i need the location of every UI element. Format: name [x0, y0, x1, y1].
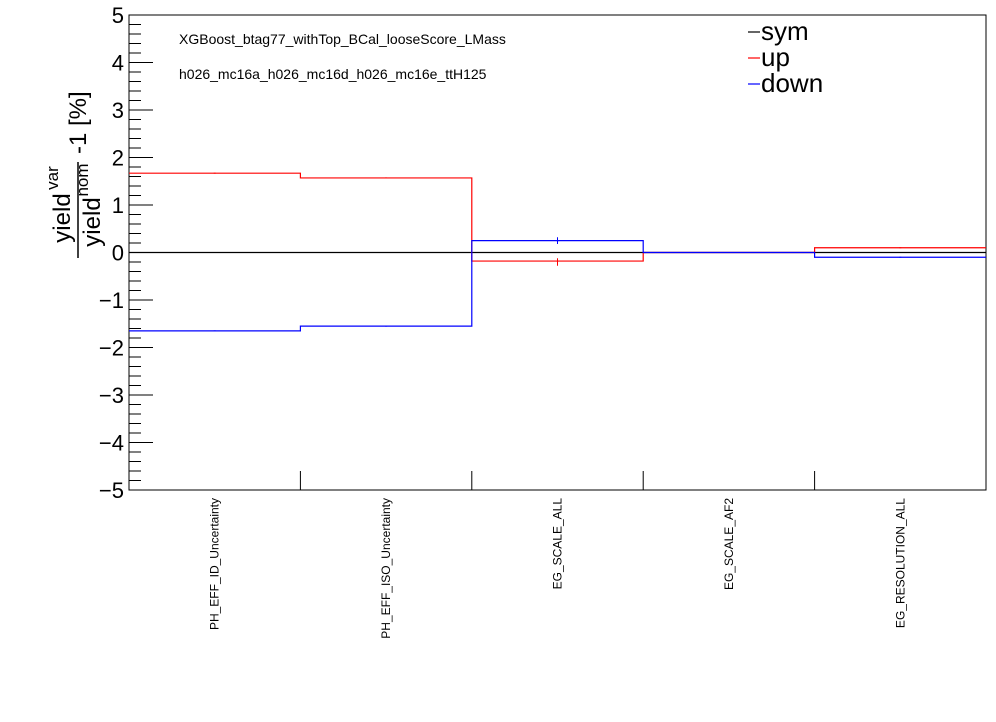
- y-axis-label-numerator: yield: [49, 193, 76, 242]
- x-category-label: EG_SCALE_ALL: [551, 498, 565, 590]
- y-tick-label: 2: [112, 146, 124, 171]
- y-tick-label: 1: [112, 193, 124, 218]
- y-tick-label: −1: [99, 288, 124, 313]
- y-axis-label-denominator: yield: [79, 197, 106, 246]
- y-tick-label: −2: [99, 336, 124, 361]
- y-tick-label: 4: [112, 51, 124, 76]
- legend-label-down: down: [761, 68, 823, 98]
- y-tick-label: 5: [112, 3, 124, 28]
- series-line-down: [129, 241, 986, 331]
- y-axis-label-suffix: -1 [%]: [65, 91, 92, 154]
- y-tick-label: 3: [112, 98, 124, 123]
- annotation-selection: XGBoost_btag77_withTop_BCal_looseScore_L…: [179, 31, 506, 47]
- y-tick-label: −4: [99, 431, 124, 456]
- series-line-up: [129, 173, 986, 261]
- x-category-label: EG_SCALE_AF2: [722, 498, 736, 590]
- y-axis-label-denominator-sup: nom: [73, 163, 92, 196]
- y-tick-label: 0: [112, 241, 124, 266]
- x-category-label: EG_RESOLUTION_ALL: [893, 498, 907, 628]
- y-axis-label-numerator-sup: var: [43, 166, 62, 190]
- x-category-label: PH_EFF_ISO_Uncertainty: [379, 498, 393, 639]
- y-tick-label: −3: [99, 383, 124, 408]
- y-tick-label: −5: [99, 478, 124, 503]
- x-category-label: PH_EFF_ID_Uncertainty: [208, 498, 222, 630]
- annotation-sample: h026_mc16a_h026_mc16d_h026_mc16e_ttH125: [179, 66, 487, 82]
